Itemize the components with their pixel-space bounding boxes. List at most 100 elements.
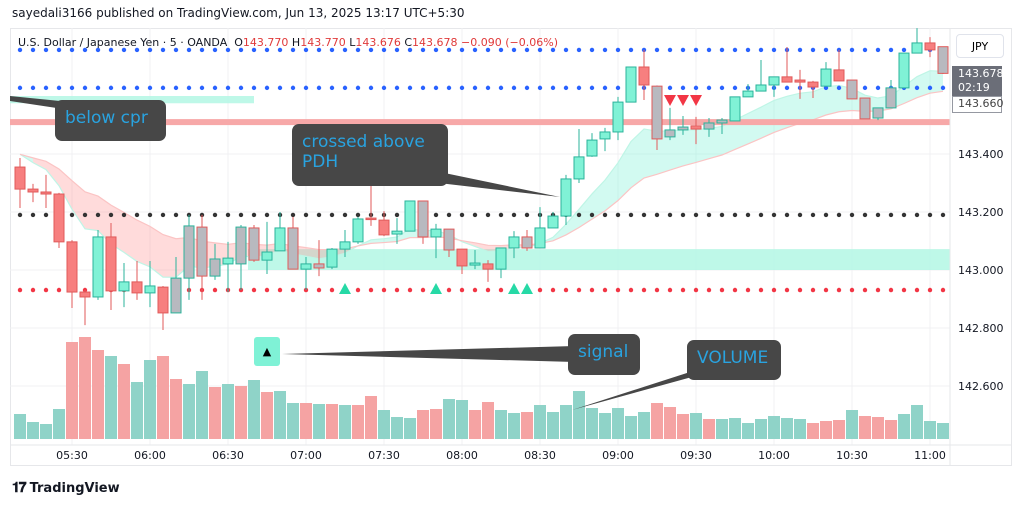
candle-body (105, 236, 117, 292)
level-dot (667, 85, 673, 91)
level-dot (797, 47, 803, 53)
candle (209, 243, 221, 280)
level-dot (875, 212, 881, 218)
tradingview-logo-icon: 𝟏𝟕 (12, 480, 27, 496)
candle-body (469, 262, 481, 266)
level-dot (186, 47, 192, 53)
time-tick-label: 06:00 (134, 449, 166, 462)
ma-ribbon-segment (137, 220, 150, 267)
candle (313, 240, 325, 277)
candle-body (521, 236, 533, 249)
level-dot (277, 85, 283, 91)
candle (27, 183, 39, 203)
close-label: C (404, 36, 413, 49)
buy-signal-triangle-icon (508, 283, 520, 294)
volume-bar (40, 424, 52, 439)
level-dot (342, 47, 348, 53)
candle (521, 229, 533, 251)
candle-body (924, 42, 936, 51)
candle-body (443, 228, 455, 251)
level-dot (914, 212, 920, 218)
level-dot (719, 85, 725, 91)
level-dot (160, 212, 166, 218)
level-dot (420, 85, 426, 91)
level-dot (329, 85, 335, 91)
ma-ribbon-segment (72, 180, 85, 229)
publish-attribution: sayedali3166 published on TradingView.co… (12, 6, 465, 20)
level-dot (108, 85, 114, 91)
ma-ribbon-segment (930, 70, 943, 94)
volume-bar (612, 408, 624, 439)
volume-pointer (572, 372, 710, 410)
candle (690, 116, 702, 145)
level-dot (758, 47, 764, 53)
level-dot (550, 287, 556, 293)
currency-button[interactable]: JPY (956, 34, 1004, 58)
level-dot (186, 85, 192, 91)
tradingview-logo[interactable]: 𝟏𝟕 TradingView (12, 480, 120, 496)
level-dot (199, 47, 205, 53)
volume-bar (339, 405, 351, 439)
level-dot (602, 212, 608, 218)
level-dot (784, 287, 790, 293)
candle (157, 285, 169, 331)
candle-body (157, 286, 169, 314)
level-dot (147, 212, 153, 218)
ma-ribbon-segment (150, 226, 163, 278)
level-dot (303, 47, 309, 53)
level-dot (498, 85, 504, 91)
candle-body (690, 125, 702, 130)
level-dot (43, 85, 49, 91)
level-dot (303, 212, 309, 218)
symbol-name[interactable]: U.S. Dollar / Japanese Yen · 5 · OANDA (18, 36, 228, 49)
level-dot (732, 85, 738, 91)
candle-body (495, 247, 507, 270)
level-dot (290, 85, 296, 91)
level-dot (940, 212, 946, 218)
level-dot (199, 85, 205, 91)
candle-body (820, 68, 832, 87)
candle (248, 225, 260, 262)
level-dot (810, 287, 816, 293)
candle (404, 200, 416, 232)
level-dot (134, 85, 140, 91)
ma-ribbon-segment (917, 70, 930, 98)
level-dot (615, 212, 621, 218)
level-dot (589, 287, 595, 293)
time-tick-label: 10:00 (758, 449, 790, 462)
ma-ribbon-segment (826, 85, 839, 116)
candle (183, 214, 195, 300)
volume-bar (118, 364, 130, 439)
volume-bar (664, 407, 676, 439)
open-value: 143.770 (242, 36, 289, 49)
level-dot (264, 85, 270, 91)
candle-body (170, 277, 182, 314)
candle-body (404, 200, 416, 232)
candle (144, 261, 156, 308)
volume-bar (456, 400, 468, 439)
candle-body (573, 156, 585, 180)
level-dot (407, 47, 413, 53)
candle (391, 218, 403, 244)
time-tick-label: 07:30 (368, 449, 400, 462)
ma-ribbon-segment (566, 209, 579, 235)
symbol-legend: U.S. Dollar / Japanese Yen · 5 · OANDA O… (18, 36, 558, 49)
level-dot (615, 85, 621, 91)
candle-body (118, 281, 130, 292)
level-dot (511, 85, 517, 91)
candle (443, 228, 455, 257)
candle (417, 200, 429, 244)
candle-body (131, 281, 143, 294)
volume-bar (430, 409, 442, 439)
level-dot (238, 212, 244, 218)
candle (612, 96, 624, 141)
volume-bar (872, 417, 884, 439)
volume-bar (209, 387, 221, 439)
level-dot (498, 212, 504, 218)
level-dot (225, 47, 231, 53)
volume-bar (690, 413, 702, 439)
volume-bar (651, 403, 663, 439)
level-dot (381, 85, 387, 91)
volume-bar (729, 418, 741, 439)
